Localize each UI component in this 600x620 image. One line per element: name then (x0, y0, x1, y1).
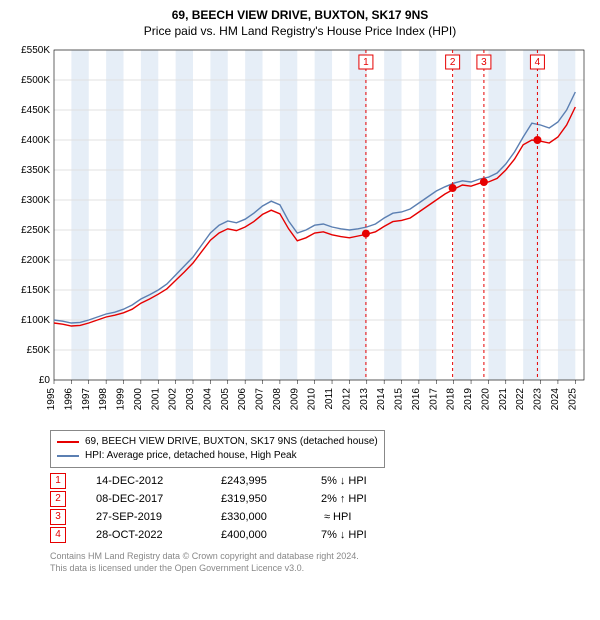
svg-text:1997: 1997 (81, 388, 92, 411)
svg-text:2024: 2024 (550, 388, 561, 411)
events-table: 114-DEC-2012£243,9955%↓HPI208-DEC-2017£3… (50, 472, 590, 544)
svg-text:1999: 1999 (116, 388, 127, 411)
event-delta: 2%↑HPI (321, 490, 411, 508)
svg-text:1998: 1998 (98, 388, 109, 411)
svg-text:1: 1 (363, 57, 369, 68)
arrow-down-icon: ↓ (340, 526, 346, 544)
title-block: 69, BEECH VIEW DRIVE, BUXTON, SK17 9NS P… (10, 8, 590, 38)
svg-text:£450K: £450K (21, 105, 50, 116)
line-chart-svg: £0 £50K £100K £150K £200K £250K £300K £350K £400… (10, 44, 590, 424)
event-date: 28-OCT-2022 (96, 526, 191, 544)
svg-text:2023: 2023 (533, 388, 544, 411)
event-date: 27-SEP-2019 (96, 508, 191, 526)
svg-text:2009: 2009 (289, 388, 300, 411)
event-delta-suffix: HPI (348, 490, 366, 508)
footer-line-1: Contains HM Land Registry data © Crown c… (50, 550, 590, 562)
event-delta-pct: 5% (321, 472, 337, 490)
svg-text:2019: 2019 (463, 388, 474, 411)
svg-text:2008: 2008 (272, 388, 283, 411)
arrow-down-icon: ↓ (340, 472, 346, 490)
svg-text:4: 4 (535, 57, 541, 68)
svg-text:1996: 1996 (63, 388, 74, 411)
footer-line-2: This data is licensed under the Open Gov… (50, 562, 590, 574)
svg-text:2002: 2002 (168, 388, 179, 411)
event-row: 4 28-OCT-2022 £400,000 7%↓HPI (50, 526, 590, 544)
svg-text:2005: 2005 (220, 388, 231, 411)
arrow-up-icon: ↑ (340, 490, 346, 508)
chart-title-address: 69, BEECH VIEW DRIVE, BUXTON, SK17 9NS (10, 8, 590, 22)
event-badge: 3 (50, 509, 66, 525)
svg-text:2020: 2020 (480, 388, 491, 411)
svg-text:2006: 2006 (237, 388, 248, 411)
svg-text:£350K: £350K (21, 165, 50, 176)
svg-text:2011: 2011 (324, 388, 335, 410)
chart-container: 69, BEECH VIEW DRIVE, BUXTON, SK17 9NS P… (0, 0, 600, 620)
approx-icon: ≈ (324, 508, 330, 526)
svg-text:£50K: £50K (27, 345, 51, 356)
svg-text:2016: 2016 (411, 388, 422, 411)
svg-text:2000: 2000 (133, 388, 144, 411)
svg-text:£300K: £300K (21, 195, 50, 206)
event-badge: 4 (50, 527, 66, 543)
event-delta-pct: 7% (321, 526, 337, 544)
svg-text:2010: 2010 (307, 388, 318, 411)
svg-text:£200K: £200K (21, 255, 50, 266)
svg-text:2015: 2015 (394, 388, 405, 411)
svg-text:2004: 2004 (202, 388, 213, 411)
event-date: 08-DEC-2017 (96, 490, 191, 508)
chart-subtitle: Price paid vs. HM Land Registry's House … (10, 24, 590, 38)
legend-row: HPI: Average price, detached house, High… (57, 449, 378, 463)
svg-text:£500K: £500K (21, 75, 50, 86)
legend-label: 69, BEECH VIEW DRIVE, BUXTON, SK17 9NS (… (85, 435, 378, 449)
event-delta-suffix: HPI (333, 508, 351, 526)
event-delta-pct: 2% (321, 490, 337, 508)
svg-text:2022: 2022 (515, 388, 526, 411)
svg-text:1995: 1995 (46, 388, 57, 411)
event-delta: 5%↓HPI (321, 472, 411, 490)
svg-text:2: 2 (450, 57, 456, 68)
svg-text:2017: 2017 (428, 388, 439, 411)
svg-text:2012: 2012 (341, 388, 352, 411)
chart-area: £0 £50K £100K £150K £200K £250K £300K £350K £400… (10, 44, 590, 424)
svg-text:2014: 2014 (376, 388, 387, 411)
event-delta: 7%↓HPI (321, 526, 411, 544)
svg-text:2001: 2001 (150, 388, 161, 411)
svg-text:2003: 2003 (185, 388, 196, 411)
legend: 69, BEECH VIEW DRIVE, BUXTON, SK17 9NS (… (50, 430, 385, 468)
svg-text:£550K: £550K (21, 45, 50, 56)
event-delta: ≈HPI (321, 508, 411, 526)
event-badge: 1 (50, 473, 66, 489)
svg-text:£400K: £400K (21, 135, 50, 146)
svg-text:£100K: £100K (21, 315, 50, 326)
footer-attribution: Contains HM Land Registry data © Crown c… (50, 550, 590, 574)
svg-text:£0: £0 (39, 375, 51, 386)
event-row: 1 14-DEC-2012 £243,995 5%↓HPI (50, 472, 590, 490)
event-price: £319,950 (221, 490, 291, 508)
event-price: £330,000 (221, 508, 291, 526)
legend-row: 69, BEECH VIEW DRIVE, BUXTON, SK17 9NS (… (57, 435, 378, 449)
event-price: £400,000 (221, 526, 291, 544)
event-price: £243,995 (221, 472, 291, 490)
legend-label: HPI: Average price, detached house, High… (85, 449, 297, 463)
event-delta-suffix: HPI (348, 526, 366, 544)
event-row: 3 27-SEP-2019 £330,000 ≈HPI (50, 508, 590, 526)
legend-swatch (57, 455, 79, 457)
event-badge: 2 (50, 491, 66, 507)
event-delta-suffix: HPI (348, 472, 366, 490)
svg-text:2018: 2018 (446, 388, 457, 411)
svg-text:2007: 2007 (255, 388, 266, 411)
svg-text:£150K: £150K (21, 285, 50, 296)
svg-text:£250K: £250K (21, 225, 50, 236)
svg-text:2025: 2025 (567, 388, 578, 411)
event-row: 2 08-DEC-2017 £319,950 2%↑HPI (50, 490, 590, 508)
svg-text:2013: 2013 (359, 388, 370, 411)
svg-text:2021: 2021 (498, 388, 509, 411)
event-date: 14-DEC-2012 (96, 472, 191, 490)
svg-text:3: 3 (481, 57, 487, 68)
legend-swatch (57, 441, 79, 443)
